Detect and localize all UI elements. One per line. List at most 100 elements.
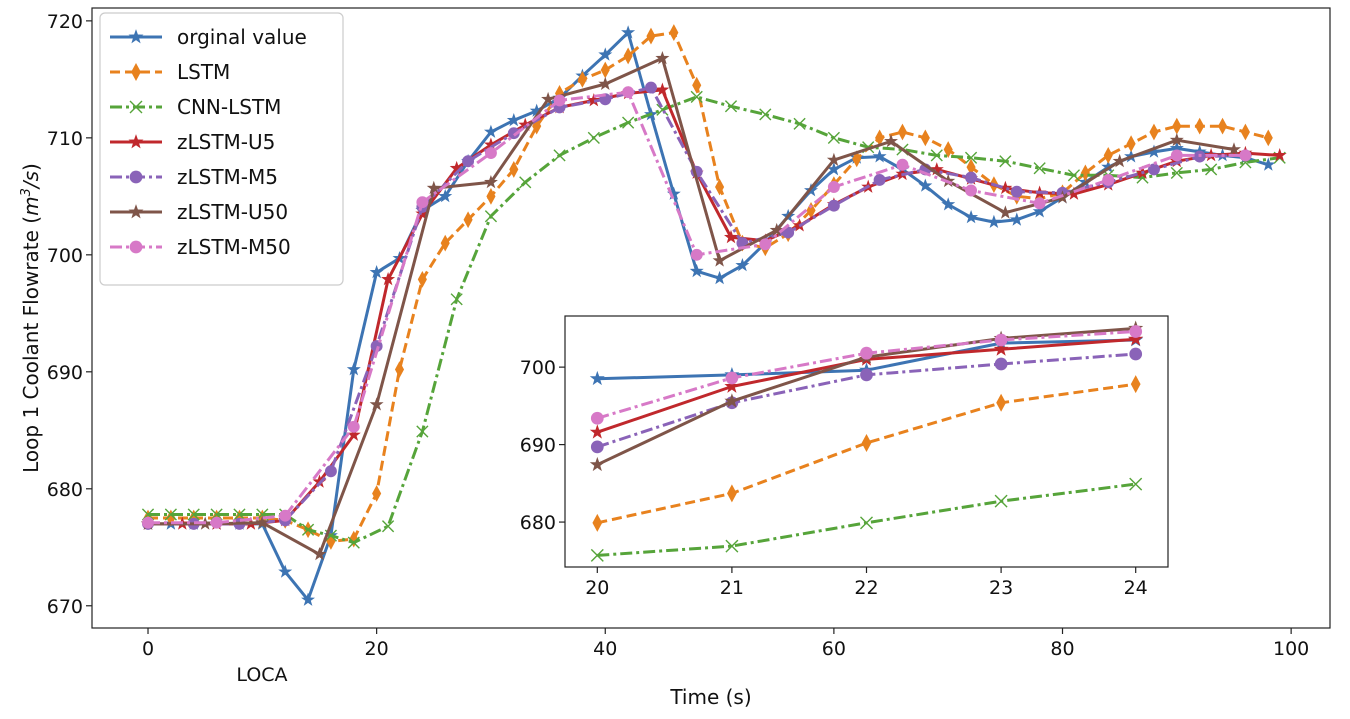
main-point-zlstm-m50 (1239, 149, 1252, 162)
main-point-lstm (417, 270, 427, 288)
main-point-lstm (692, 76, 702, 94)
main-point-zlstm-u5 (346, 427, 361, 441)
main-point-zlstm-u5 (484, 137, 498, 151)
inset-x-tick-label: 22 (854, 577, 878, 599)
inset-point-cnn-lstm (994, 494, 1008, 508)
legend-star-icon (128, 204, 144, 219)
inset-series-zlstm-m50 (590, 325, 1143, 425)
main-point-cnn-lstm (759, 108, 772, 121)
main-point-orginal-value (735, 258, 750, 272)
main-point-zlstm-u50 (255, 515, 270, 529)
main-point-orginal-value (689, 263, 704, 278)
main-point-zlstm-u50 (1227, 142, 1241, 156)
main-y-tick-label: 670 (47, 596, 83, 618)
inset-point-zlstm-m5 (1129, 347, 1143, 361)
legend-handle-zlstm-m5 (110, 170, 162, 184)
main-point-zlstm-m50 (279, 509, 292, 522)
legend-circle-icon (129, 240, 143, 254)
inset-point-cnn-lstm (725, 539, 739, 553)
main-point-zlstm-u50 (712, 253, 727, 267)
main-point-orginal-value (941, 197, 956, 211)
main-y-tick-label: 710 (47, 128, 83, 150)
main-point-zlstm-u5 (518, 117, 533, 131)
main-y-tick-label: 700 (47, 245, 83, 267)
main-point-zlstm-u50 (998, 205, 1013, 219)
main-point-lstm (394, 361, 405, 378)
main-point-orginal-value (1147, 144, 1161, 158)
inset-point-zlstm-u5 (589, 424, 605, 439)
legend-label-zlstm-m50: zLSTM-M50 (177, 235, 291, 259)
main-point-cnn-lstm (656, 103, 669, 116)
inset-point-orginal-value (589, 370, 605, 386)
legend-frame (99, 12, 344, 286)
main-point-zlstm-m5 (1148, 163, 1160, 176)
legend-handle-zlstm-m50 (110, 240, 162, 254)
main-point-lstm (920, 129, 930, 147)
legend-handle-cnn-lstm (110, 100, 162, 114)
inset-x-tick-label: 24 (1124, 577, 1148, 599)
main-point-zlstm-m50 (553, 94, 566, 107)
main-point-zlstm-u50 (826, 152, 841, 166)
main-point-lstm (852, 150, 862, 168)
main-point-zlstm-m5 (1010, 185, 1023, 198)
main-point-orginal-value (1101, 159, 1116, 173)
legend-label-zlstm-u5: zLSTM-U5 (177, 130, 275, 154)
inset-point-zlstm-m5 (860, 368, 873, 382)
main-point-orginal-value (1261, 157, 1276, 171)
legend-star-icon (128, 134, 144, 149)
legend-circle-icon (129, 170, 143, 184)
main-point-zlstm-m50 (759, 238, 772, 251)
main-y-tick-label: 720 (47, 11, 83, 33)
y-axis-label: Loop 1 Coolant Flowrate (m3/s) (19, 163, 43, 473)
main-point-cnn-lstm (347, 536, 360, 549)
main-plot-series (141, 24, 1287, 606)
inset-series-cnn-lstm (590, 477, 1143, 562)
inset-point-zlstm-m50 (590, 411, 604, 425)
legend-diamond-icon (131, 63, 141, 81)
main-point-zlstm-m50 (1102, 174, 1115, 186)
main-point-zlstm-m50 (1170, 149, 1183, 162)
main-point-lstm (577, 70, 587, 88)
main-point-zlstm-m50 (142, 516, 154, 529)
main-point-orginal-value (872, 149, 887, 163)
main-point-zlstm-m5 (324, 465, 337, 478)
main-point-zlstm-m50 (416, 196, 429, 209)
inset-point-lstm (592, 513, 603, 532)
inset-point-zlstm-u5 (993, 341, 1009, 356)
main-point-lstm (486, 187, 496, 205)
loca-annotation: LOCA (236, 664, 287, 686)
main-point-lstm (1195, 117, 1205, 135)
inset-point-zlstm-m50 (1129, 325, 1143, 338)
main-point-cnn-lstm (187, 508, 200, 521)
main-point-zlstm-m50 (965, 184, 978, 197)
main-point-zlstm-u5 (1272, 148, 1287, 162)
main-point-lstm (646, 27, 656, 45)
inset-point-lstm (727, 484, 737, 503)
inset-point-zlstm-m50 (860, 346, 873, 360)
main-point-cnn-lstm (827, 131, 840, 144)
main-point-zlstm-u5 (998, 180, 1013, 195)
main-point-orginal-value (346, 362, 361, 376)
main-point-lstm (509, 161, 519, 178)
main-point-cnn-lstm (587, 131, 600, 144)
main-x-tick-label: 0 (142, 638, 154, 660)
main-x-tick-label: 20 (365, 638, 389, 660)
main-point-orginal-value (598, 47, 613, 61)
main-point-zlstm-m50 (347, 420, 360, 433)
main-point-lstm (623, 47, 633, 65)
main-point-zlstm-m50 (827, 181, 840, 193)
inset-point-zlstm-m5 (994, 357, 1008, 371)
inset-x-tick-label: 21 (720, 577, 744, 599)
inset-point-lstm (1130, 375, 1141, 394)
inset-point-zlstm-m50 (725, 371, 739, 385)
main-point-cnn-lstm (164, 508, 177, 521)
x-axis-label: Time (s) (669, 685, 751, 709)
main-axes-ticks: 0 20 40 60 80 100 670 680 690 700 710 720 (47, 11, 1310, 660)
main-point-cnn-lstm (930, 149, 943, 162)
main-point-zlstm-m50 (622, 86, 635, 99)
main-point-cnn-lstm (553, 149, 566, 162)
main-y-tick-label: 680 (47, 479, 83, 501)
inset-point-zlstm-u50 (589, 456, 605, 472)
main-point-orginal-value (1169, 141, 1184, 155)
main-point-cnn-lstm (1170, 166, 1183, 180)
